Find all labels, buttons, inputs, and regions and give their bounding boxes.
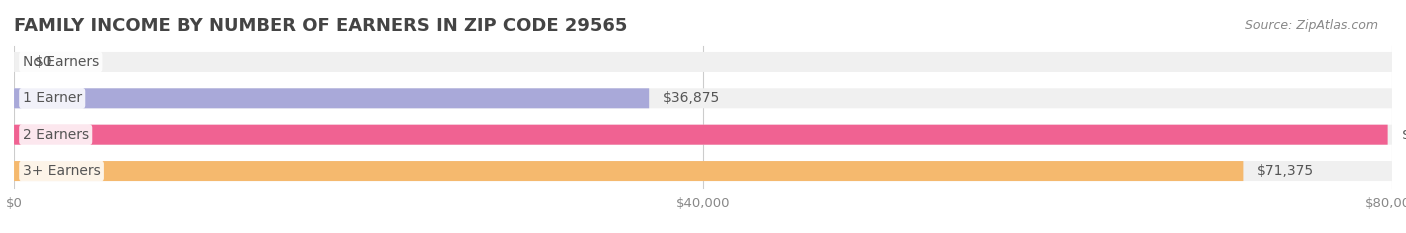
FancyBboxPatch shape [14,52,1392,72]
FancyBboxPatch shape [14,88,650,108]
Text: No Earners: No Earners [22,55,98,69]
FancyBboxPatch shape [14,161,1243,181]
Text: FAMILY INCOME BY NUMBER OF EARNERS IN ZIP CODE 29565: FAMILY INCOME BY NUMBER OF EARNERS IN ZI… [14,17,627,35]
Text: Source: ZipAtlas.com: Source: ZipAtlas.com [1244,19,1378,32]
Text: $0: $0 [35,55,52,69]
FancyBboxPatch shape [14,125,1388,145]
Text: 1 Earner: 1 Earner [22,91,82,105]
FancyBboxPatch shape [14,125,1392,145]
Text: 3+ Earners: 3+ Earners [22,164,100,178]
FancyBboxPatch shape [14,88,1392,108]
Text: $79,750: $79,750 [1402,128,1406,142]
Text: 2 Earners: 2 Earners [22,128,89,142]
Text: $71,375: $71,375 [1257,164,1315,178]
Text: $36,875: $36,875 [664,91,720,105]
FancyBboxPatch shape [14,161,1392,181]
